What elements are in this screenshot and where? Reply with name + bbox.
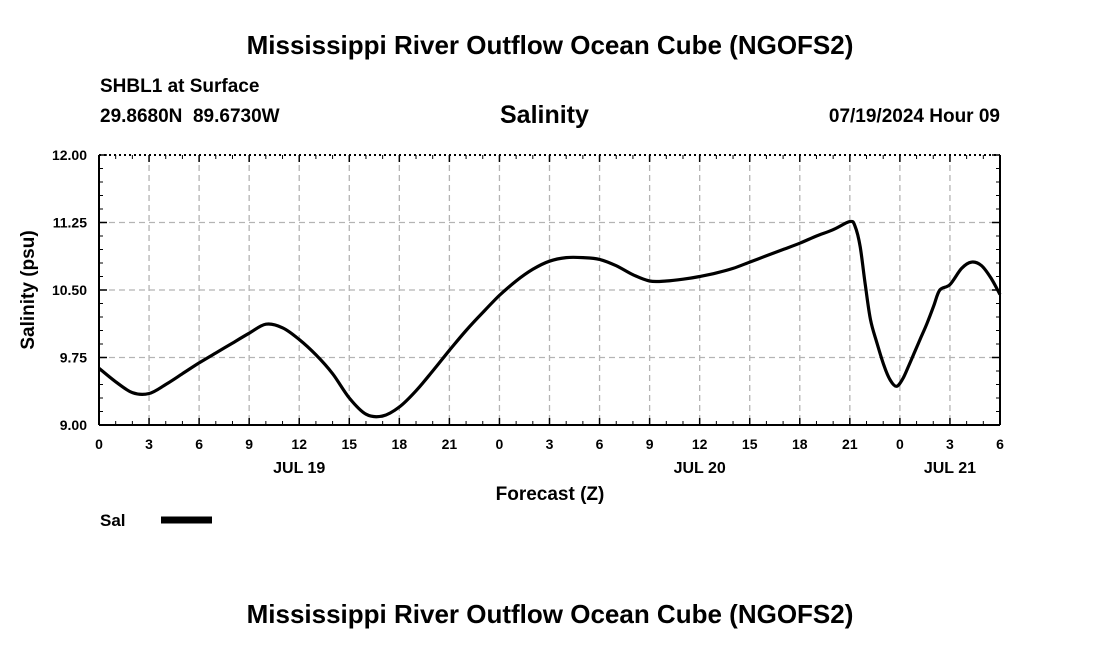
page-title: Mississippi River Outflow Ocean Cube (NG… <box>246 30 854 60</box>
x-tick-label: 18 <box>392 436 408 452</box>
legend-label: Sal <box>100 511 126 530</box>
x-tick-label: 3 <box>546 436 554 452</box>
y-tick-label: 10.50 <box>52 282 87 298</box>
y-tick-label: 11.25 <box>53 215 87 231</box>
x-tick-label: 0 <box>95 436 103 452</box>
tick-labels: 0 3 6 9 12 15 18 21 0 3 6 9 12 15 18 21 0 3 6 9.00 9.75 10.50… <box>52 147 1004 477</box>
x-tick-label: 12 <box>291 436 307 452</box>
x-tick-label: 15 <box>742 436 758 452</box>
x-tick-label: 9 <box>646 436 654 452</box>
y-tick-label: 9.75 <box>60 350 87 366</box>
variable-title: Salinity <box>500 101 589 129</box>
station-coordinates: 29.8680N 89.6730W <box>100 106 280 127</box>
forecast-timestamp: 07/19/2024 Hour 09 <box>828 106 1000 127</box>
x-tick-label: 15 <box>341 436 357 452</box>
x-tick-label: 21 <box>442 436 458 452</box>
x-tick-label: 6 <box>596 436 604 452</box>
y-axis-title: Salinity (psu) <box>18 230 39 349</box>
x-tick-label: 18 <box>792 436 808 452</box>
x-tick-label: 6 <box>996 436 1004 452</box>
grid-lines <box>99 155 1000 425</box>
x-tick-label: 9 <box>245 436 253 452</box>
x-tick-label: 6 <box>195 436 203 452</box>
salinity-series-line <box>98 219 1002 419</box>
day-label: JUL 20 <box>674 460 726 477</box>
x-tick-label: 12 <box>692 436 708 452</box>
x-tick-label: 3 <box>946 436 954 452</box>
day-label: JUL 21 <box>924 460 976 477</box>
y-tick-label: 12.00 <box>52 147 87 163</box>
x-tick-label: 21 <box>842 436 858 452</box>
y-tick-label: 9.00 <box>60 417 87 433</box>
x-tick-label: 0 <box>896 436 904 452</box>
footer-title: Mississippi River Outflow Ocean Cube (NG… <box>246 599 854 629</box>
day-label: JUL 19 <box>273 460 325 477</box>
station-name: SHBL1 at Surface <box>100 76 260 97</box>
x-tick-label: 0 <box>496 436 504 452</box>
x-axis-title: Forecast (Z) <box>496 484 605 505</box>
series <box>98 219 1002 419</box>
x-tick-label: 3 <box>145 436 153 452</box>
